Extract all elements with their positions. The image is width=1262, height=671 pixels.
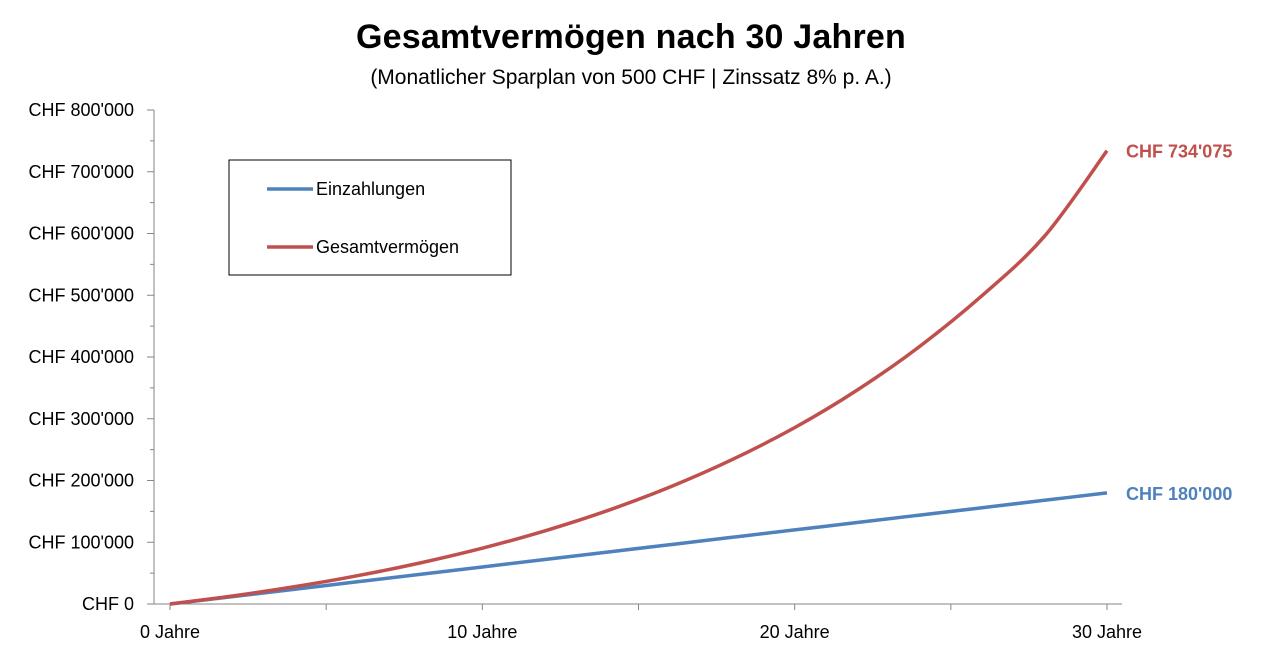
y-tick-label: CHF 500'000 (29, 285, 135, 305)
y-tick-label: CHF 400'000 (29, 347, 135, 367)
legend-label-gesamtvermoegen: Gesamtvermögen (316, 237, 459, 257)
y-tick-label: CHF 600'000 (29, 224, 135, 244)
x-tick-label: 0 Jahre (140, 622, 200, 642)
y-tick-label: CHF 0 (82, 594, 134, 614)
y-tick-label: CHF 800'000 (29, 100, 135, 120)
x-tick-label: 30 Jahre (1072, 622, 1142, 642)
axes: CHF 0 CHF 100'000 CHF 200'000 CHF 300'000 CH… (29, 100, 1143, 642)
series-lines (169, 149, 1109, 606)
x-tick-label: 20 Jahre (760, 622, 830, 642)
x-tick-label: 10 Jahre (447, 622, 517, 642)
series-line-einzahlungen (169, 491, 1108, 606)
chart-title: Gesamtvermögen nach 30 Jahren (355, 18, 907, 56)
legend: Einzahlungen Gesamtvermögen (228, 159, 512, 276)
end-labels: CHF 180'000 CHF 734'075 (1126, 142, 1232, 504)
y-tick-label: CHF 700'000 (29, 162, 135, 182)
end-label-gesamtvermoegen: CHF 734'075 (1126, 142, 1232, 162)
legend-box (228, 159, 512, 276)
legend-label-einzahlungen: Einzahlungen (316, 179, 425, 199)
y-tick-label: CHF 200'000 (29, 471, 135, 491)
chart-subtitle: (Monatlicher Sparplan von 500 CHF | Zins… (370, 66, 892, 89)
y-tick-label: CHF 300'000 (29, 409, 135, 429)
series-line-gesamtvermoegen (169, 149, 1109, 606)
y-tick-label: CHF 100'000 (29, 532, 135, 552)
end-label-einzahlungen: CHF 180'000 (1126, 484, 1232, 504)
